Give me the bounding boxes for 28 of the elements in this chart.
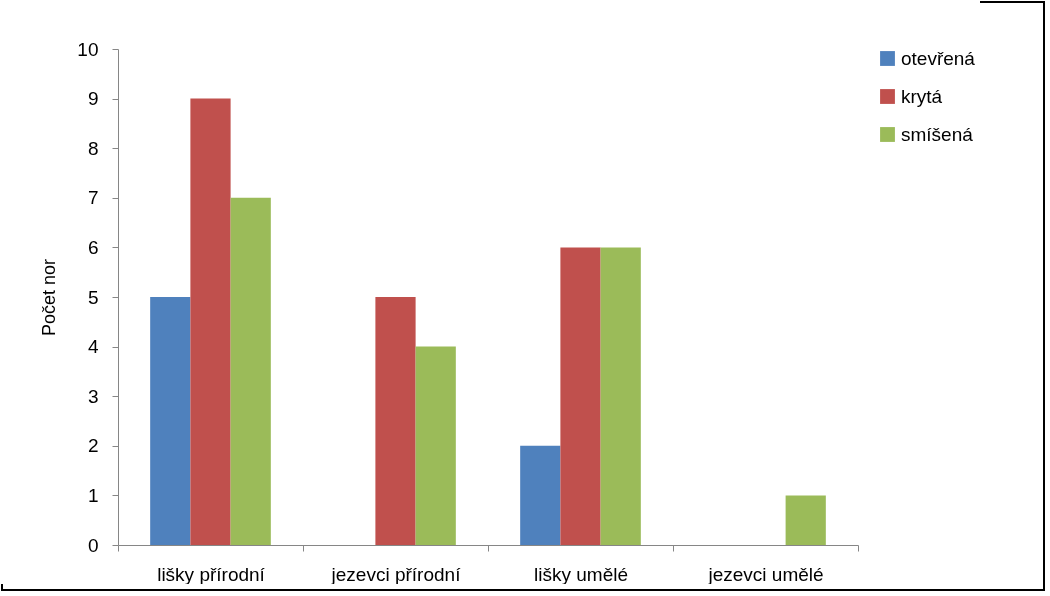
y-tick-label: 7 bbox=[87, 187, 99, 209]
y-tick-label: 10 bbox=[77, 38, 99, 60]
bar bbox=[520, 445, 561, 545]
bar bbox=[785, 495, 826, 545]
x-tick-label: jezevci přírodní bbox=[330, 563, 462, 585]
bar bbox=[600, 247, 641, 545]
y-tick-label: 2 bbox=[87, 435, 99, 457]
bar bbox=[190, 98, 231, 545]
y-tick-label: 3 bbox=[87, 385, 99, 407]
bar bbox=[150, 297, 191, 545]
y-axis-title: Počet nor bbox=[39, 258, 60, 337]
legend-label: krytá bbox=[901, 85, 943, 107]
y-tick-label: 0 bbox=[87, 534, 99, 556]
bar bbox=[230, 197, 271, 545]
bar bbox=[560, 247, 601, 545]
bar bbox=[415, 346, 456, 545]
y-tick-label: 1 bbox=[87, 484, 99, 506]
y-tick-label: 4 bbox=[87, 336, 99, 358]
y-tick-label: 9 bbox=[87, 88, 99, 110]
y-tick-label: 8 bbox=[87, 137, 99, 159]
bar bbox=[375, 297, 416, 545]
x-tick-label: lišky umělé bbox=[534, 563, 628, 585]
y-tick-label: 6 bbox=[87, 236, 99, 258]
legend-label: smíšená bbox=[901, 123, 974, 145]
y-tick-label: 5 bbox=[87, 286, 99, 308]
x-tick-label: jezevci umělé bbox=[707, 563, 824, 585]
legend-label: otevřená bbox=[901, 47, 976, 69]
x-tick-label: lišky přírodní bbox=[157, 563, 266, 585]
